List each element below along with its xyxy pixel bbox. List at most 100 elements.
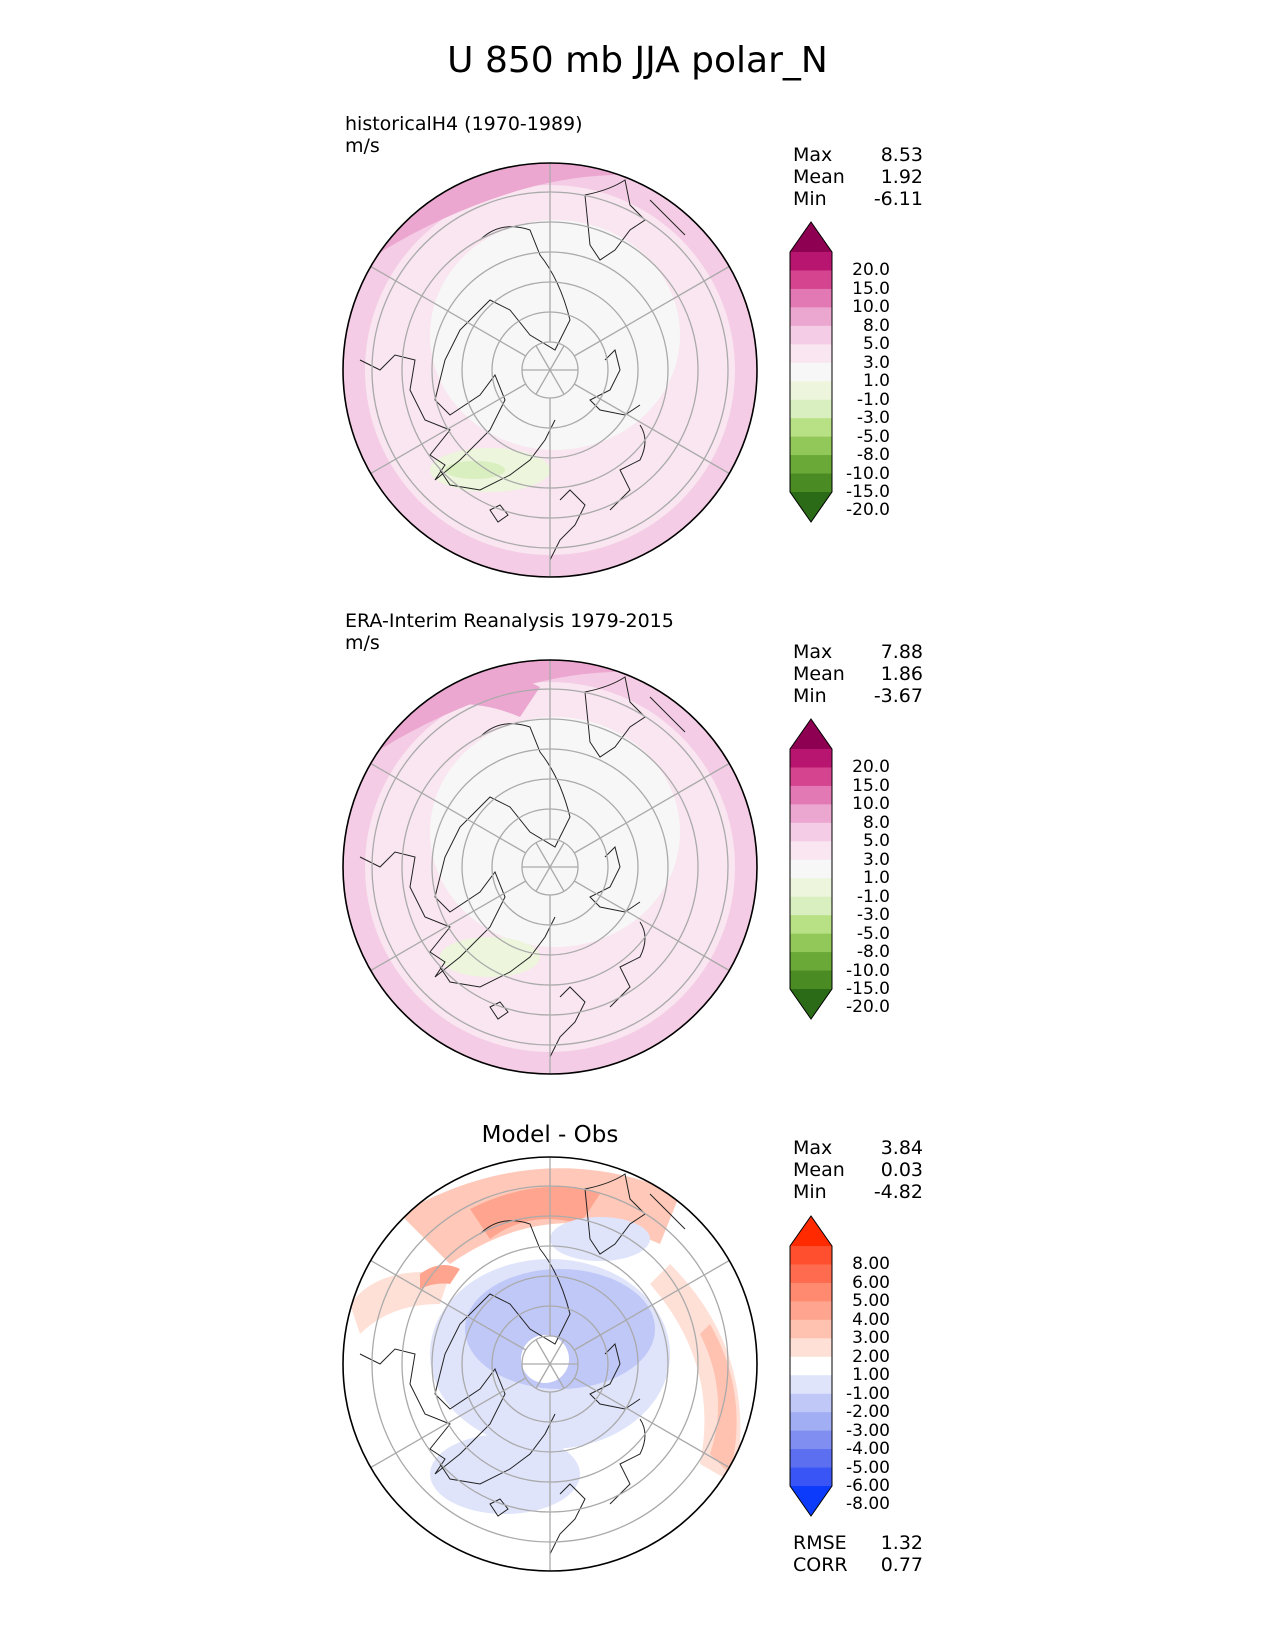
coastline	[609, 921, 646, 1008]
stat-min: Min -6.11	[793, 188, 923, 210]
colorbar-band	[790, 785, 832, 805]
longitude-line	[549, 345, 565, 371]
colorbar-tick-label: 15.0	[852, 775, 890, 796]
coastline	[489, 1498, 509, 1517]
longitude-line	[370, 383, 527, 475]
longitude-line	[549, 1363, 565, 1389]
colorbar-extend-bottom	[790, 1486, 832, 1516]
panel-3-stats: Max 3.84 Mean 0.03 Min -4.82	[793, 1137, 923, 1203]
colorbar-band	[790, 1375, 832, 1395]
coastline	[584, 1173, 646, 1255]
colorbar-tick-label: -1.0	[856, 886, 890, 907]
figure-title: U 850 mb JJA polar_N	[447, 40, 828, 81]
coastline	[609, 1418, 646, 1505]
colorbar-band	[790, 1301, 832, 1321]
anomaly-positive	[350, 1272, 450, 1334]
colorbar-tick-label: 20.0	[852, 260, 890, 281]
colorbar-tick-label: -1.00	[846, 1383, 890, 1404]
colorbar-tick-label: 5.0	[862, 831, 890, 852]
anomaly-positive	[700, 1324, 737, 1474]
coastline	[649, 1193, 686, 1230]
coastline	[589, 1343, 641, 1410]
colorbar-band	[790, 1467, 832, 1487]
colorbar-band	[790, 325, 832, 345]
colorbar-band	[790, 436, 832, 456]
colorbar-tick-label: -15.0	[846, 482, 890, 502]
colorbar-band	[790, 270, 832, 290]
colorbar-tick-label: 8.0	[862, 315, 890, 336]
panel-3-polar-map	[342, 1156, 758, 1572]
longitude-line	[370, 880, 527, 972]
colorbar-tick-label: -5.0	[856, 426, 890, 447]
longitude-line	[535, 345, 551, 371]
coastline	[649, 696, 686, 733]
colorbar-tick-label: 20.0	[852, 757, 890, 778]
colorbar-band	[790, 381, 832, 401]
colorbar-tick-label: 5.00	[852, 1291, 890, 1312]
stat-mean: Mean 0.03	[793, 1159, 923, 1181]
stat-min: Min -3.67	[793, 685, 923, 707]
colorbar-tick-label: -20.0	[846, 500, 890, 521]
anomaly-negative	[550, 1217, 650, 1261]
map-boundary	[342, 1156, 758, 1572]
panel-2-polar-map	[342, 659, 758, 1075]
longitude-line	[573, 383, 730, 475]
colorbar-tick-label: 3.0	[862, 849, 890, 870]
colorbar-outline	[789, 1215, 833, 1517]
colorbar-tick-label: 10.0	[852, 297, 890, 318]
colorbar-band	[790, 1356, 832, 1376]
stat-max: Max 3.84	[793, 1137, 923, 1159]
colorbar-band	[790, 767, 832, 787]
colorbar-band	[790, 344, 832, 364]
panel-1-polar-map	[342, 162, 758, 578]
coastline	[489, 1001, 509, 1020]
coastline	[359, 723, 571, 978]
colorbar-band	[790, 859, 832, 879]
colorbar-tick-label: -15.0	[846, 979, 890, 999]
colorbar-band	[790, 933, 832, 953]
map-boundary	[342, 162, 758, 578]
colorbar-tick-label: 2.00	[852, 1346, 890, 1367]
anomaly-negative	[430, 1434, 580, 1514]
colorbar-band	[790, 1264, 832, 1284]
colorbar-extend-top	[790, 719, 832, 749]
colorbar-band	[790, 399, 832, 419]
stat-mean: Mean 1.92	[793, 166, 923, 188]
longitude-line	[549, 1339, 565, 1365]
colorbar-band	[790, 749, 832, 768]
colorbar-band	[790, 1338, 832, 1358]
longitude-line	[370, 762, 527, 854]
colorbar-band	[790, 473, 832, 493]
panel-3-metrics: RMSE 1.32 CORR 0.77	[793, 1532, 923, 1576]
anomaly-positive	[470, 1186, 600, 1239]
colorbar-tick-label: 1.0	[862, 868, 890, 889]
colorbar-tick-label: -1.0	[856, 389, 890, 410]
coastline	[359, 226, 571, 481]
colorbar-tick-label: -4.00	[846, 1439, 890, 1460]
colorbar-tick-label: -3.0	[856, 408, 890, 429]
colorbar-tick-label: -3.0	[856, 905, 890, 926]
colorbar-tick-label: -5.00	[846, 1457, 890, 1478]
anomaly-neutral	[521, 1335, 569, 1383]
longitude-line	[549, 866, 565, 892]
colorbar-tick-label: -3.00	[846, 1420, 890, 1441]
colorbar-tick-label: -10.0	[846, 960, 890, 981]
colorbar-extend-bottom	[790, 492, 832, 522]
longitude-line	[535, 369, 551, 395]
colorbar-tick-label: 1.0	[862, 371, 890, 392]
coastline	[649, 199, 686, 236]
longitude-line	[370, 1259, 527, 1351]
metric-rmse: RMSE 1.32	[793, 1532, 923, 1554]
longitude-line	[535, 1363, 551, 1389]
colorbar-tick-label: 10.0	[852, 794, 890, 815]
colorbar-band	[790, 1246, 832, 1265]
panel-2-stats: Max 7.88 Mean 1.86 Min -3.67	[793, 641, 923, 707]
longitude-line	[573, 1377, 730, 1469]
panel-2-units: m/s	[345, 632, 380, 654]
coastline	[589, 349, 641, 416]
colorbar-band	[790, 1393, 832, 1413]
map-field	[343, 1157, 757, 1571]
colorbar-band	[790, 841, 832, 861]
stat-mean: Mean 1.86	[793, 663, 923, 685]
panel-3-title: Model - Obs	[481, 1122, 619, 1148]
